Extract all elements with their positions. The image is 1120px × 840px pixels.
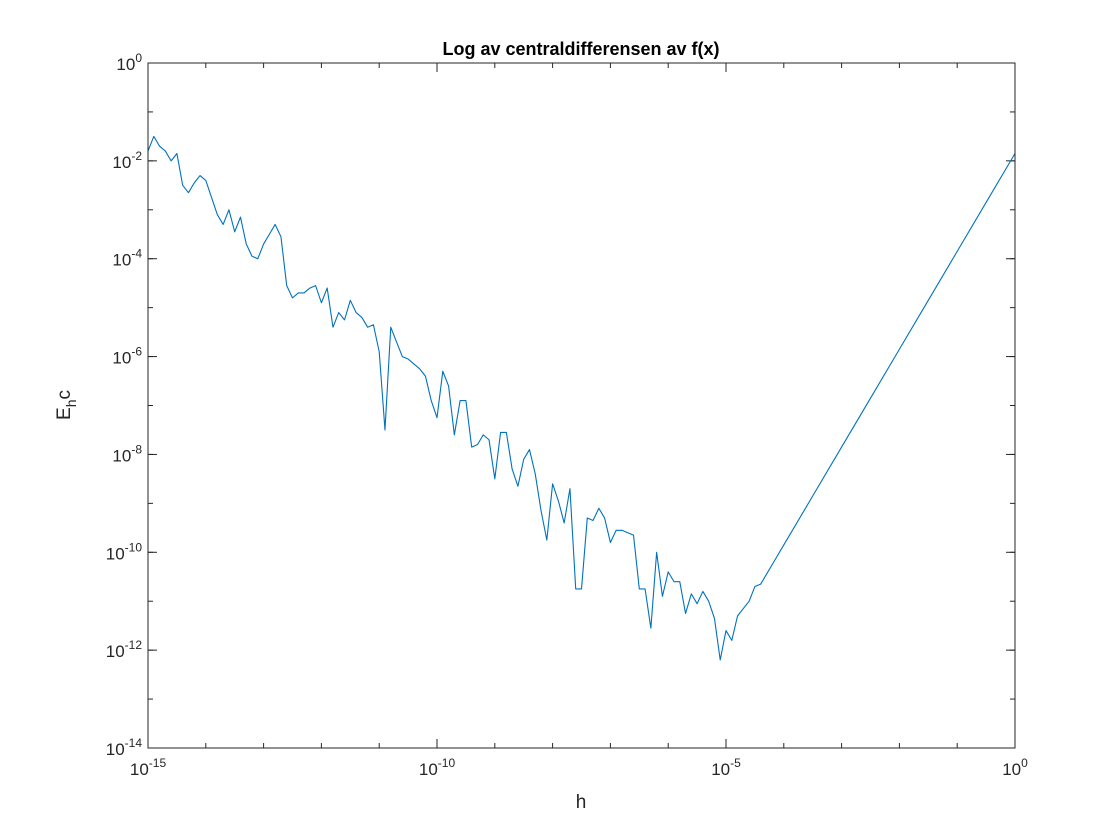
y-tick-label: 10-8 [112,442,142,465]
x-tick-label-base: 10 [130,760,149,779]
y-tick-label-base: 10 [106,544,125,563]
x-tick-label-exponent: -10 [438,756,456,770]
y-tick-label-base: 10 [112,349,131,368]
y-tick-label: 10-2 [112,149,142,172]
x-tick-label-base: 10 [711,760,730,779]
y-tick-label-exponent: -14 [125,736,143,750]
y-tick-label-exponent: -10 [125,540,143,554]
x-axis-label: h [576,792,587,813]
y-tick-label-base: 10 [112,446,131,465]
y-axis-label-suffix: c [54,390,75,400]
y-tick-label-base: 10 [112,153,131,172]
x-tick-label-base: 10 [1002,760,1021,779]
x-tick-label-exponent: -5 [730,756,741,770]
y-tick-label-base: 10 [112,251,131,270]
x-tick-label: 10-10 [419,756,456,779]
series-line [147,135,1016,661]
y-tick-label: 10-14 [106,736,143,759]
y-tick-label-base: 10 [106,642,125,661]
y-tick-label-exponent: -2 [131,149,142,163]
x-tick-labels: 10-15 10-10 10-5 100 [130,756,1028,779]
y-tick-label: 10-10 [106,540,143,563]
y-axis-label: Ehc [54,390,79,420]
x-tick-label: 100 [1002,756,1028,779]
y-tick-label-base: 10 [106,740,125,759]
y-tick-label-exponent: -8 [131,442,142,456]
y-tick-label-exponent: 0 [135,51,142,65]
y-tick-label-exponent: -4 [131,247,142,261]
x-tick-label-exponent: -15 [149,756,167,770]
y-tick-label: 10-4 [112,247,142,270]
axes-box [147,62,1016,749]
y-tick-label: 100 [116,51,142,74]
y-tick-label-exponent: -12 [125,638,143,652]
y-tick-label: 10-12 [106,638,143,661]
x-tick-label: 10-15 [130,756,167,779]
y-tick-label-base: 10 [116,55,135,74]
y-axis-label-main: E [54,407,75,420]
x-tick-label-exponent: 0 [1021,756,1028,770]
y-axis-label-sub: h [63,400,79,408]
y-tick-label: 10-6 [112,345,142,368]
x-tick-label-base: 10 [419,760,438,779]
plot-area [148,63,1015,748]
chart-title: Log av centraldifferensen av f(x) [442,39,719,59]
y-tick-label-exponent: -6 [131,345,142,359]
x-tick-label: 10-5 [711,756,741,779]
